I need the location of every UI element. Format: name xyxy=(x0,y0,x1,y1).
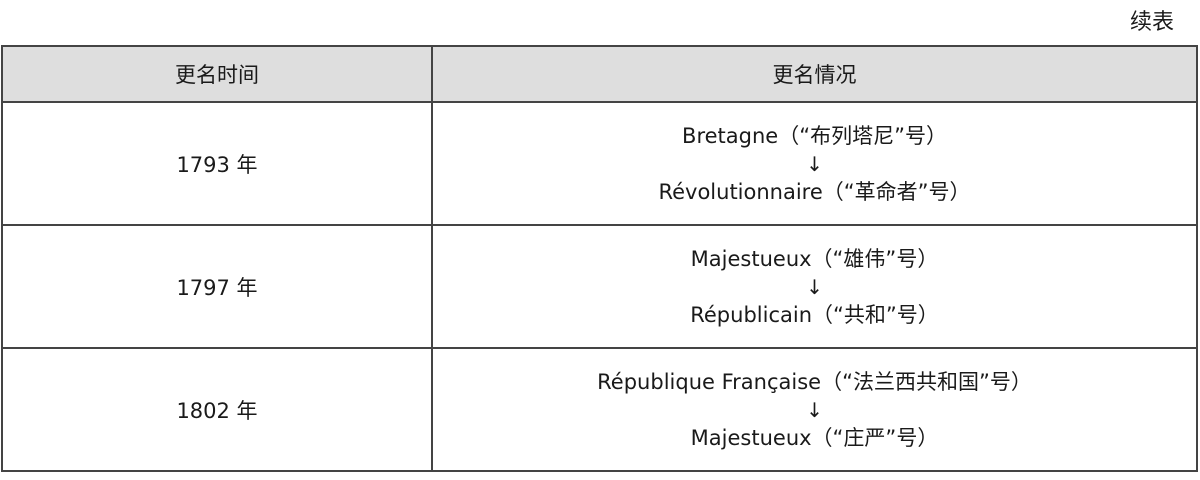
table-row: 1793 年 Bretagne（“布列塔尼”号） ↓ Révolutionnai… xyxy=(1,101,1198,226)
year-cell: 1797 年 xyxy=(1,224,433,349)
down-arrow-icon: ↓ xyxy=(806,274,823,299)
old-name: République Française（“法兰西共和国”号） xyxy=(597,369,1032,394)
table-continued-caption: 续表 xyxy=(1129,10,1174,35)
year-cell: 1802 年 xyxy=(1,347,433,472)
old-name: Bretagne（“布列塔尼”号） xyxy=(682,123,947,148)
table-row: 1802 年 République Française（“法兰西共和国”号） ↓… xyxy=(1,347,1198,472)
table-header-row: 更名时间 更名情况 xyxy=(1,45,1198,103)
down-arrow-icon: ↓ xyxy=(806,397,823,422)
rename-cell: République Française（“法兰西共和国”号） ↓ Majest… xyxy=(431,347,1198,472)
rename-cell: Bretagne（“布列塔尼”号） ↓ Révolutionnaire（“革命者… xyxy=(431,101,1198,226)
old-name: Majestueux（“雄伟”号） xyxy=(690,246,939,271)
header-rename-details: 更名情况 xyxy=(431,45,1198,103)
new-name: Républicain（“共和”号） xyxy=(690,302,939,327)
header-rename-time: 更名时间 xyxy=(1,45,433,103)
new-name: Majestueux（“庄严”号） xyxy=(690,425,939,450)
down-arrow-icon: ↓ xyxy=(806,151,823,176)
rename-cell: Majestueux（“雄伟”号） ↓ Républicain（“共和”号） xyxy=(431,224,1198,349)
new-name: Révolutionnaire（“革命者”号） xyxy=(658,179,971,204)
table-row: 1797 年 Majestueux（“雄伟”号） ↓ Républicain（“… xyxy=(1,224,1198,349)
rename-table: 更名时间 更名情况 1793 年 Bretagne（“布列塔尼”号） ↓ Rév… xyxy=(1,45,1198,472)
year-cell: 1793 年 xyxy=(1,101,433,226)
